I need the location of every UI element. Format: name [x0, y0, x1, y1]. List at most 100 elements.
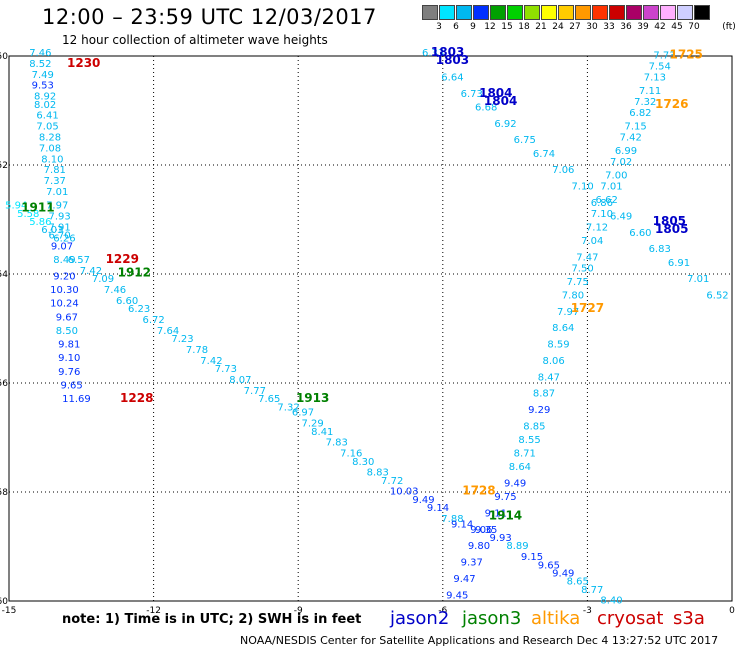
- pass-label: 1229: [106, 252, 139, 266]
- y-tick-label: -60: [0, 597, 8, 607]
- wave-height-value: 6.68: [475, 103, 497, 114]
- wave-height-value: 9.06: [470, 525, 492, 536]
- wave-height-value: 6.91: [668, 258, 690, 269]
- x-tick-label: -6: [438, 606, 447, 616]
- y-tick-label: -56: [0, 379, 8, 389]
- pass-label: 1804: [479, 86, 512, 100]
- y-tick-label: -54: [0, 270, 8, 280]
- wave-height-value: 7.49: [32, 70, 54, 81]
- wave-height-value: 7.32: [277, 402, 299, 413]
- pass-label: 1805: [655, 222, 688, 236]
- x-tick-label: 0: [729, 606, 735, 616]
- wave-height-value: 7.75: [567, 277, 589, 288]
- wave-height-value: 7.16: [340, 449, 362, 460]
- wave-height-value: 6.33: [422, 48, 444, 59]
- pass-label: 1725: [670, 48, 703, 62]
- color-scale-swatch: [558, 5, 574, 20]
- wave-height-value: 7.32: [634, 97, 656, 108]
- longitude-tick-labels: -15 -12 -9 -6 -3 0: [2, 606, 735, 616]
- wave-height-value: 6.52: [706, 291, 728, 302]
- wave-height-value: 5.58: [17, 209, 39, 220]
- color-scale-swatch: [473, 5, 489, 20]
- pass-label: 1803: [436, 53, 469, 67]
- pass-label: 1911: [21, 200, 54, 214]
- color-scale-swatch: [524, 5, 540, 20]
- wave-height-value: 6.64: [441, 73, 463, 84]
- wave-height-value: 6.97: [292, 408, 314, 419]
- wave-height-value: 9.65: [61, 380, 83, 391]
- color-scale-label: 15: [501, 22, 513, 32]
- footer-credit: NOAA/NESDIS Center for Satellite Applica…: [240, 634, 719, 647]
- color-scale-swatch: [507, 5, 523, 20]
- wave-height-value: 6.73: [461, 89, 483, 100]
- wave-height-value: 8.50: [56, 326, 78, 337]
- color-scale-label: 33: [603, 22, 615, 32]
- pass-label: 1914: [489, 508, 522, 522]
- wave-height-value: 9.14: [451, 519, 473, 530]
- wave-height-value: 6.03: [41, 225, 63, 236]
- pass-label: 1804: [484, 94, 517, 108]
- wave-height-value: 8.47: [538, 372, 560, 383]
- wave-height-value: 6.92: [494, 119, 516, 130]
- color-scale-swatch: [456, 5, 472, 20]
- wave-height-value: 5.94: [5, 201, 27, 212]
- color-scale-swatch: [575, 5, 591, 20]
- wave-height-value: 9.14: [427, 503, 449, 514]
- wave-height-value: 7.09: [92, 274, 114, 285]
- color-scale-swatch: [643, 5, 659, 20]
- wave-height-value: 6.57: [68, 255, 90, 266]
- wave-height-value: 7.00: [605, 171, 627, 182]
- wave-height-value: 8.41: [311, 427, 333, 438]
- wave-height-value: 9.76: [58, 367, 80, 378]
- wave-height-value: 7.42: [200, 356, 222, 367]
- wave-height-value: 7.10: [571, 182, 593, 193]
- color-scale-label: 27: [569, 22, 581, 32]
- wave-height-value: 7.08: [39, 143, 61, 154]
- wave-height-value: 8.77: [581, 585, 603, 596]
- wave-height-value: 11.69: [62, 394, 91, 405]
- wave-height-value: 9.67: [56, 312, 78, 323]
- wave-height-value: 7.64: [157, 326, 179, 337]
- color-scale-swatch: [439, 5, 455, 20]
- wave-height-value: 9.37: [461, 558, 483, 569]
- wave-height-value: 9.29: [528, 405, 550, 416]
- wave-height-value: 6.72: [142, 315, 164, 326]
- color-scale-swatch: [626, 5, 642, 20]
- wave-height-value: 6.60: [629, 228, 651, 239]
- wave-height-value: 9.53: [32, 81, 54, 92]
- page-title: 12:00 – 23:59 UTC 12/03/2017: [42, 5, 377, 29]
- x-tick-label: -15: [2, 606, 17, 616]
- wave-height-value: 10.30: [50, 285, 79, 296]
- wave-height-value: 7.80: [562, 291, 584, 302]
- color-scale-label: 30: [586, 22, 598, 32]
- wave-height-value: 7.93: [48, 212, 70, 223]
- wave-height-value: 9.47: [453, 574, 475, 585]
- wave-height-value: 7.06: [552, 165, 574, 176]
- lat-lon-grid: [9, 56, 732, 601]
- wave-height-value: 7.46: [104, 285, 126, 296]
- wave-height-value: 6.26: [53, 233, 75, 244]
- wave-height-value: 7.01: [46, 187, 68, 198]
- plot-frame: [8, 55, 733, 602]
- wave-height-value: 7.42: [80, 266, 102, 277]
- wave-height-value: 6.70: [48, 231, 70, 242]
- wave-height-value: 9.65: [538, 560, 560, 571]
- color-scale-unit: (ft): [722, 22, 736, 32]
- legend-item-cryosat: cryosat: [597, 608, 664, 629]
- wave-height-value: 8.40: [600, 596, 622, 607]
- color-scale-swatch: [422, 5, 438, 20]
- wave-height-value: 7.29: [302, 419, 324, 430]
- color-scale-label: 36: [620, 22, 632, 32]
- wave-height-value: 7.01: [687, 274, 709, 285]
- wave-height-value: 7.72: [381, 476, 403, 487]
- wave-height-value: 8.02: [34, 100, 56, 111]
- wave-height-value: 9.81: [58, 340, 80, 351]
- y-tick-label: -58: [0, 488, 8, 498]
- wave-height-value: 7.02: [610, 157, 632, 168]
- wave-height-value: 8.07: [229, 375, 251, 386]
- wave-height-value: 6.82: [629, 108, 651, 119]
- page-subtitle: 12 hour collection of altimeter wave hei…: [62, 33, 328, 47]
- pass-label: 1728: [462, 484, 495, 498]
- color-scale-label: 24: [552, 22, 564, 32]
